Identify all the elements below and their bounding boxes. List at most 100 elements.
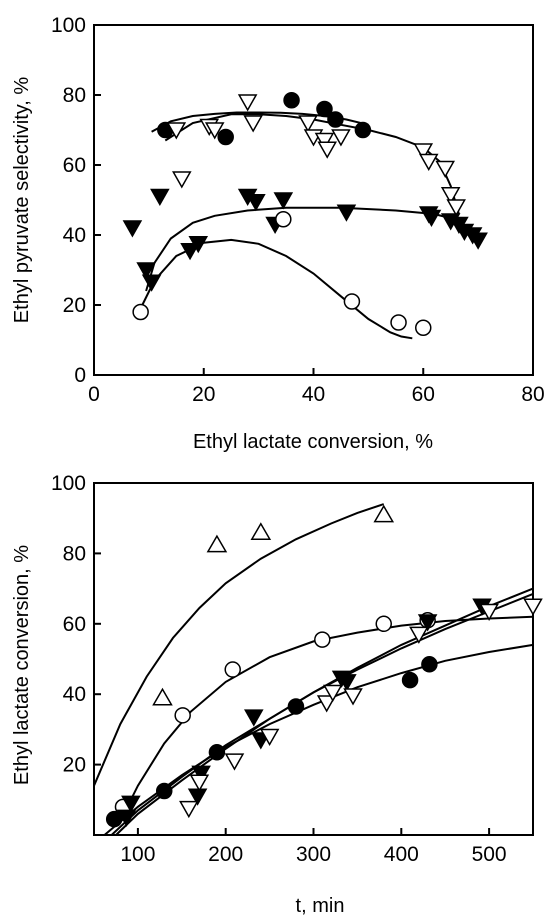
filled-triangle-down-marker: [122, 220, 143, 238]
filled-circle-marker: [354, 121, 372, 139]
filled-circle-marker: [155, 782, 173, 800]
filled-circle-marker: [287, 698, 305, 715]
filled-triangle-down-marker: [188, 236, 209, 254]
open-triangle-down-marker: [259, 728, 280, 746]
selectivity-vs-conversion-panel: 0 20 40 60 80 0 20 40 60 80 100 Ethyl lactate conv…: [11, 14, 545, 453]
y-tick-label: 80: [63, 84, 86, 107]
y-tick-label: 80: [63, 542, 86, 565]
open-triangle-down-marker: [316, 695, 337, 713]
fit-curve-open-circle: [139, 238, 413, 340]
top-data-markers: [122, 92, 488, 336]
filled-circle-marker: [208, 744, 226, 761]
conversion-vs-time-panel: 100 200 300 400 500 20 40 60 80 100 t, min Ethyl …: [11, 472, 543, 917]
open-triangle-down-marker: [446, 199, 466, 217]
filled-triangle-down-marker: [244, 709, 264, 727]
filled-circle-marker: [327, 111, 344, 128]
x-tick-label: 400: [384, 843, 419, 866]
filled-circle-marker: [283, 92, 300, 109]
y-tick-label: 60: [63, 154, 86, 177]
open-circle-marker: [343, 293, 361, 310]
x-tick-label: 300: [296, 843, 331, 866]
x-tick-label: 0: [88, 383, 100, 406]
x-tick-label: 200: [208, 843, 243, 866]
open-circle-marker: [415, 319, 432, 336]
open-triangle-down-marker: [523, 598, 543, 616]
bottom-axis-ticks: 100 200 300 400 500 20 40 60 80 100: [51, 472, 507, 866]
open-triangle-down-marker: [331, 129, 351, 147]
open-triangle-down-marker: [189, 774, 210, 792]
open-circle-marker: [375, 615, 392, 633]
open-triangle-up-marker: [250, 522, 272, 541]
bottom-x-axis-title: t, min: [296, 895, 345, 917]
open-triangle-down-marker: [243, 115, 263, 133]
filled-triangle-down-marker: [337, 674, 357, 692]
open-triangle-down-marker: [172, 171, 192, 189]
bottom-data-markers: [105, 504, 543, 828]
fit-curve-filled-circle: [103, 643, 534, 836]
filled-triangle-down-marker: [468, 232, 488, 250]
open-triangle-down-marker: [204, 122, 225, 140]
filled-triangle-down-marker: [417, 614, 438, 632]
y-tick-label: 40: [63, 224, 86, 247]
open-triangle-down-marker: [224, 753, 245, 771]
filled-circle-marker: [105, 810, 123, 828]
filled-triangle-down-marker: [180, 243, 200, 261]
filled-triangle-down-marker: [121, 795, 141, 813]
filled-circle-marker: [217, 128, 234, 146]
y-tick-label: 40: [63, 683, 86, 706]
open-triangle-up-marker: [206, 534, 228, 553]
open-triangle-down-marker: [409, 626, 429, 644]
open-triangle-down-marker: [166, 122, 187, 140]
open-circle-marker: [275, 211, 292, 228]
x-tick-label: 80: [521, 383, 544, 406]
open-triangle-down-marker: [314, 132, 335, 151]
filled-triangle-down-marker: [116, 809, 137, 827]
open-circle-marker: [132, 303, 149, 321]
filled-triangle-down-marker: [336, 204, 357, 222]
fit-curve-open-circle: [117, 615, 534, 825]
top-axis-ticks: 0 20 40 60 80 0 20 40 60 80 100: [51, 14, 545, 406]
x-tick-label: 500: [472, 843, 507, 866]
filled-circle-marker: [421, 656, 438, 673]
open-circle-marker: [224, 661, 241, 678]
open-triangle-up-marker: [373, 504, 395, 523]
open-triangle-down-marker: [479, 603, 499, 622]
open-triangle-down-marker: [343, 688, 363, 706]
open-triangle-down-marker: [317, 141, 338, 159]
bottom-y-axis-title: Ethyl lactate conversion, %: [11, 545, 33, 785]
open-triangle-down-marker: [237, 94, 258, 112]
fit-curve-filled-triangle-down: [145, 206, 462, 292]
filled-triangle-down-marker: [191, 765, 211, 783]
open-triangle-down-marker: [323, 684, 343, 702]
open-triangle-down-marker: [413, 143, 434, 161]
y-tick-label: 20: [63, 294, 86, 317]
x-tick-label: 60: [412, 383, 435, 406]
filled-triangle-down-marker: [136, 262, 156, 280]
y-tick-label: 0: [74, 364, 86, 387]
x-tick-label: 40: [302, 383, 325, 406]
open-triangle-down-marker: [440, 187, 461, 205]
open-circle-marker: [174, 707, 191, 724]
filled-circle-marker: [316, 100, 333, 118]
y-tick-label: 20: [63, 754, 86, 777]
top-x-axis-title: Ethyl lactate conversion, %: [193, 431, 433, 453]
filled-circle-marker: [401, 671, 419, 689]
y-tick-label: 100: [51, 472, 86, 495]
y-tick-label: 100: [51, 14, 86, 37]
open-triangle-down-marker: [435, 160, 455, 179]
filled-triangle-down-marker: [421, 209, 442, 228]
top-fit-curves: [139, 111, 462, 340]
filled-triangle-down-marker: [187, 788, 208, 806]
open-circle-marker: [314, 631, 331, 648]
open-triangle-down-marker: [418, 153, 439, 172]
y-tick-label: 60: [63, 613, 86, 636]
filled-triangle-down-marker: [141, 274, 162, 292]
top-y-axis-title: Ethyl pyruvate selectivity, %: [11, 77, 33, 324]
filled-triangle-down-marker: [246, 194, 266, 212]
open-triangle-down-marker: [298, 115, 318, 133]
filled-triangle-down-marker: [273, 192, 294, 210]
open-triangle-up-marker: [152, 687, 173, 706]
open-circle-marker: [390, 314, 407, 331]
x-tick-label: 20: [192, 383, 215, 406]
